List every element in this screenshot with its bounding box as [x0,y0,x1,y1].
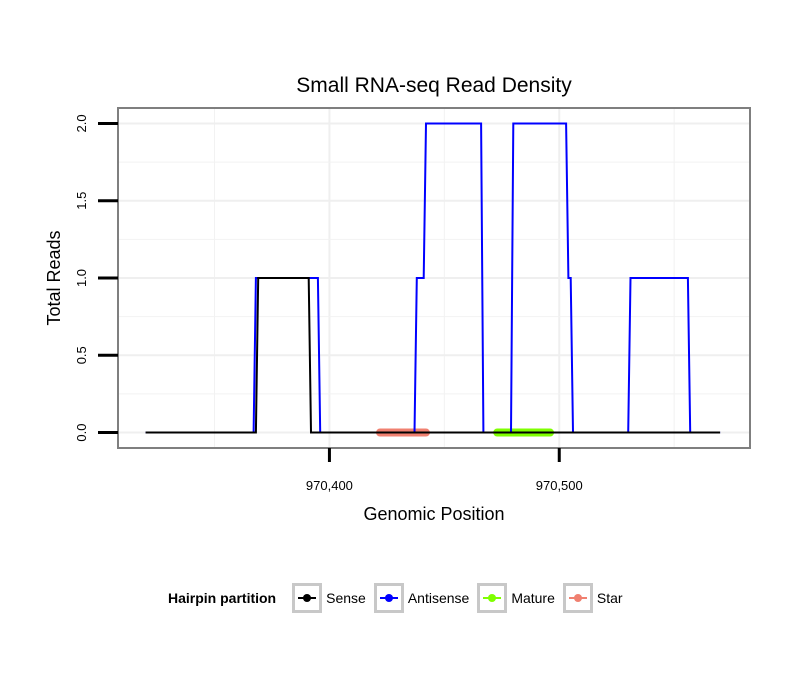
legend-row: Hairpin partition Sense Antisense Mature… [168,578,631,618]
chart-title: Small RNA-seq Read Density [296,74,572,97]
x-tick-label: 970,400 [306,478,353,493]
y-tick-label: 1.0 [74,269,89,287]
legend-label-antisense: Antisense [407,590,470,606]
y-tick-label: 0.5 [74,346,89,364]
legend: Hairpin partition Sense Antisense Mature… [0,578,810,618]
legend-key-mature-icon [477,583,508,613]
legend-label-sense: Sense [326,590,366,606]
legend-key-antisense-icon [373,583,404,613]
axis-layer: 970,400 970,500 0.0 0.5 1.0 1.5 2.0 [74,114,583,493]
x-axis-label: Genomic Position [363,504,504,524]
legend-label-star: Star [596,590,623,606]
legend-label-mature: Mature [511,590,555,606]
x-tick-label: 970,500 [536,478,583,493]
y-tick-label: 1.5 [74,192,89,210]
y-tick-label: 0.0 [74,424,89,442]
legend-item-mature[interactable]: Mature [477,583,555,613]
legend-item-antisense[interactable]: Antisense [373,583,470,613]
y-tick-label: 2.0 [74,114,89,132]
legend-title: Hairpin partition [168,590,277,606]
y-axis-label: Total Reads [44,230,64,325]
legend-item-star[interactable]: Star [562,583,623,613]
series-layer [145,122,721,437]
legend-key-star-icon [562,583,593,613]
series-line-sense [145,277,721,434]
legend-key-sense-icon [292,583,323,613]
legend-item-sense[interactable]: Sense [292,583,366,613]
